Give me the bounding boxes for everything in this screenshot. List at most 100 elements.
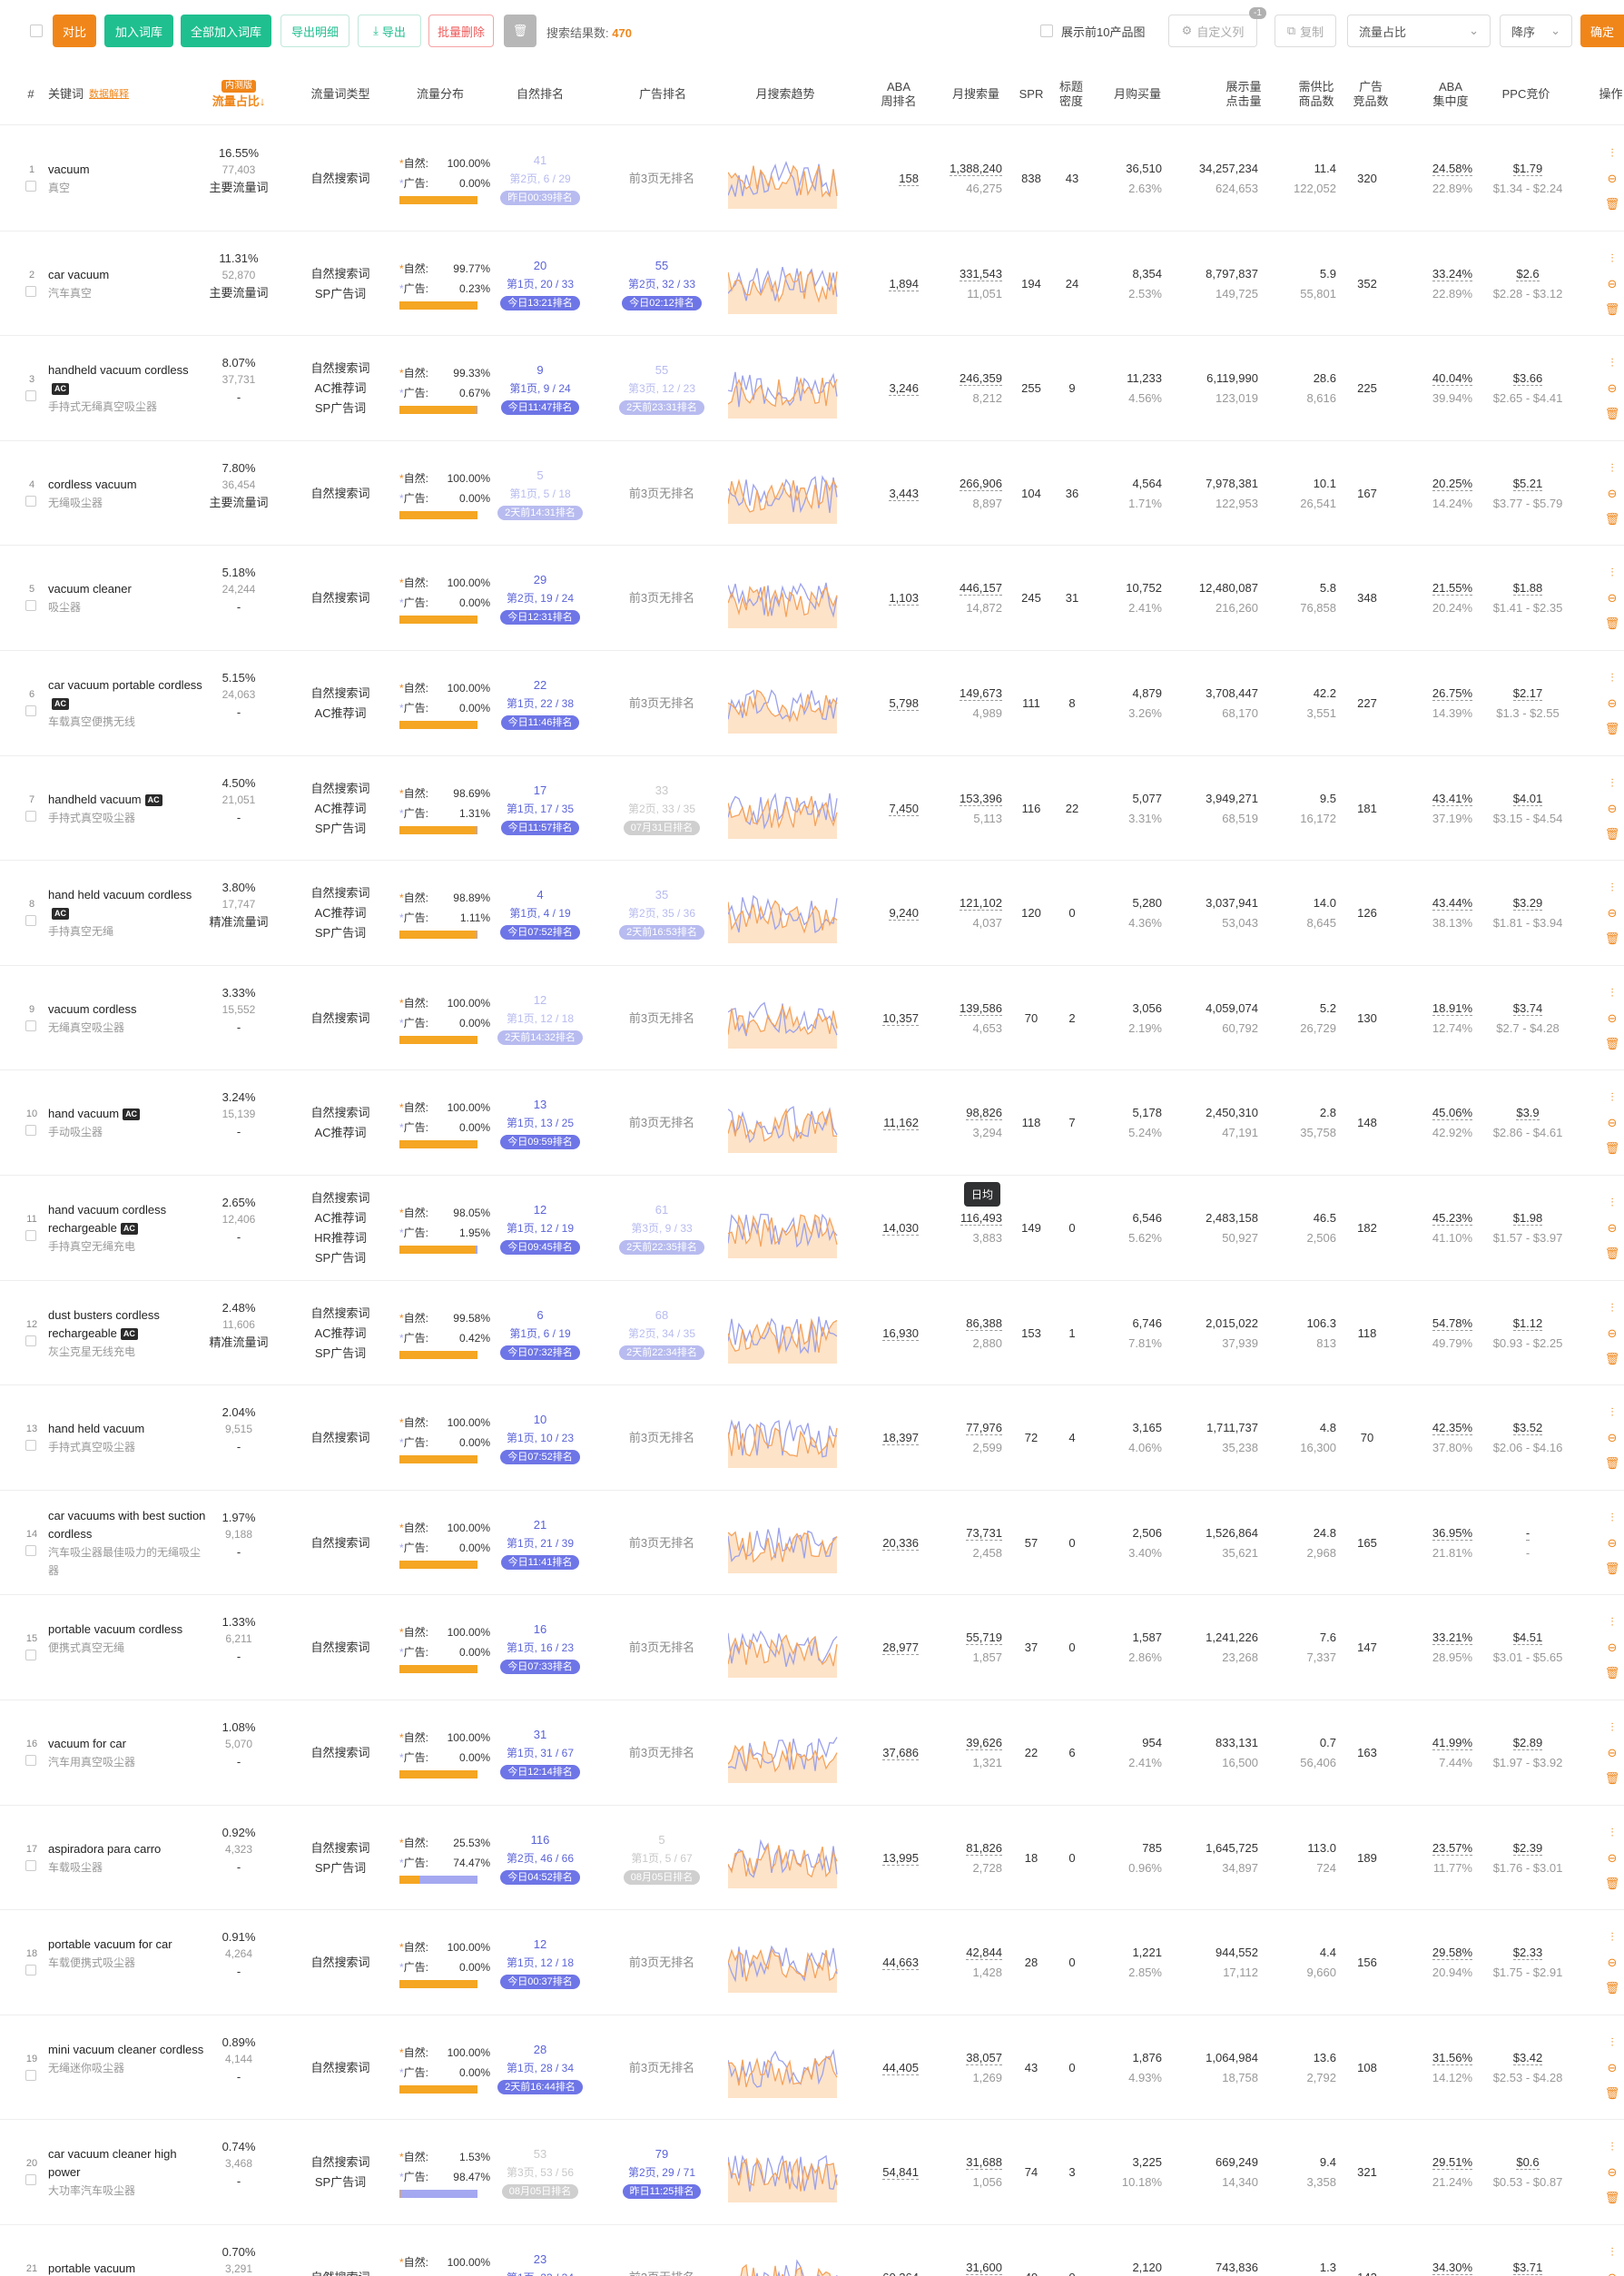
- ad-rank-cell[interactable]: 前3页无排名: [612, 2059, 712, 2077]
- keyword-text[interactable]: portable vacuum for car: [48, 1937, 172, 1952]
- keyword-text[interactable]: handheld vacuum: [48, 792, 142, 806]
- bar-chart-icon[interactable]: ⫶: [1610, 2035, 1614, 2049]
- keyword-cell[interactable]: aspiradora para carro 车载吸尘器: [48, 1840, 208, 1877]
- bar-chart-icon[interactable]: ⫶: [1610, 1196, 1614, 1209]
- more-icon[interactable]: ⊖: [1607, 906, 1618, 921]
- row-checkbox[interactable]: [25, 1020, 36, 1031]
- bar-chart-icon[interactable]: ⫶: [1610, 356, 1614, 370]
- natural-rank-cell[interactable]: 20 第1页, 20 / 33 今日13:21排名: [490, 257, 590, 311]
- copy-button[interactable]: ⧉ 复制: [1275, 15, 1336, 47]
- more-icon[interactable]: ⊖: [1607, 172, 1618, 185]
- select-all-checkbox[interactable]: [30, 25, 43, 37]
- keyword-text[interactable]: hand held vacuum cordless: [48, 888, 192, 902]
- row-checkbox[interactable]: [25, 705, 36, 716]
- more-icon[interactable]: ⊖: [1603, 2265, 1621, 2276]
- trend-sparkline[interactable]: [728, 1933, 839, 1994]
- trash-icon[interactable]: 🗑: [1604, 301, 1620, 316]
- confirm-button[interactable]: 确定: [1580, 15, 1624, 47]
- compare-button[interactable]: 对比: [53, 15, 96, 47]
- trash-icon[interactable]: 🗑: [1604, 1876, 1620, 1890]
- natural-rank-cell[interactable]: 16 第1页, 16 / 23 今日07:33排名: [490, 1621, 590, 1675]
- row-checkbox[interactable]: [25, 390, 36, 402]
- keyword-cell[interactable]: handheld vacuum AC 手持式真空吸尘器: [48, 791, 208, 827]
- row-checkbox[interactable]: [25, 810, 36, 822]
- trend-sparkline[interactable]: [728, 359, 839, 419]
- bar-chart-icon[interactable]: ⫶: [1610, 671, 1614, 685]
- keyword-cell[interactable]: hand held vacuum cordlessAC 手持真空无绳: [48, 886, 208, 941]
- more-icon[interactable]: ⊖: [1607, 1116, 1618, 1130]
- more-icon[interactable]: ⊖: [1607, 1535, 1618, 1550]
- keyword-text[interactable]: hand held vacuum: [48, 1422, 145, 1436]
- natural-rank-cell[interactable]: 9 第1页, 9 / 24 今日11:47排名: [490, 361, 590, 416]
- col-share[interactable]: 内测版 流量占比↓: [204, 64, 273, 125]
- keyword-cell[interactable]: vacuum 真空: [48, 161, 208, 197]
- ad-rank-cell[interactable]: 前3页无排名: [612, 1534, 712, 1552]
- trend-sparkline[interactable]: [728, 989, 839, 1049]
- more-icon[interactable]: ⊖: [1607, 1640, 1618, 1655]
- row-checkbox[interactable]: [25, 181, 36, 192]
- trend-sparkline[interactable]: [728, 1513, 839, 1573]
- row-checkbox[interactable]: [25, 2069, 36, 2081]
- more-icon[interactable]: ⊖: [1607, 1221, 1618, 1235]
- natural-rank-cell[interactable]: 41 第2页, 6 / 29 昨日00:39排名: [490, 152, 590, 206]
- more-icon[interactable]: ⊖: [1607, 696, 1618, 710]
- sort-order-select[interactable]: 降序 ⌄: [1500, 15, 1572, 47]
- ad-rank-cell[interactable]: 前3页无排名: [612, 1744, 712, 1762]
- keyword-cell[interactable]: portable vacuum便携式真空吸尘器: [48, 2260, 208, 2276]
- row-checkbox[interactable]: [25, 1125, 36, 1137]
- trash-icon[interactable]: 🗑: [1604, 1561, 1620, 1575]
- data-explain-link[interactable]: 数据解释: [89, 89, 130, 100]
- trend-sparkline[interactable]: [728, 1304, 839, 1364]
- keyword-cell[interactable]: vacuum cordless 无绳真空吸尘器: [48, 1000, 208, 1037]
- more-icon[interactable]: ⊖: [1607, 276, 1618, 291]
- ad-rank-cell[interactable]: 前3页无排名: [612, 1429, 712, 1447]
- bar-chart-icon[interactable]: ⫶: [1610, 1090, 1614, 1105]
- more-icon[interactable]: ⊖: [1607, 1325, 1618, 1340]
- keyword-cell[interactable]: hand vacuum AC 手动吸尘器: [48, 1105, 208, 1141]
- bar-chart-icon[interactable]: ⫶: [1610, 881, 1614, 895]
- bar-chart-icon[interactable]: ⫶: [1610, 985, 1614, 1000]
- row-checkbox[interactable]: [25, 1230, 36, 1241]
- custom-columns-button[interactable]: ⚙ 自定义列: [1168, 15, 1257, 47]
- row-checkbox[interactable]: [25, 1755, 36, 1766]
- trash-icon[interactable]: 🗑: [1604, 1771, 1620, 1785]
- keyword-cell[interactable]: hand held vacuum 手持式真空吸尘器: [48, 1420, 208, 1456]
- bar-chart-icon[interactable]: ⫶: [1610, 1930, 1614, 1945]
- export-button[interactable]: ⤓ 导出: [358, 15, 421, 47]
- ad-rank-cell[interactable]: 61 第3页, 9 / 33 2天前22:35排名: [612, 1201, 712, 1256]
- trash-icon[interactable]: 🗑: [1604, 722, 1620, 735]
- bar-chart-icon[interactable]: ⫶: [1610, 1300, 1614, 1315]
- ad-rank-cell[interactable]: 前3页无排名: [612, 589, 712, 607]
- bar-chart-icon[interactable]: ⫶: [1610, 1615, 1614, 1630]
- ad-rank-cell[interactable]: 前3页无排名: [612, 485, 712, 503]
- sort-field-select[interactable]: 流量占比 ⌄: [1347, 15, 1491, 47]
- row-checkbox[interactable]: [25, 1440, 36, 1452]
- natural-rank-cell[interactable]: 53 第3页, 53 / 56 08月05日排名: [490, 2145, 590, 2200]
- ad-rank-cell[interactable]: 55 第2页, 32 / 33 今日02:12排名: [612, 257, 712, 311]
- bar-chart-icon[interactable]: ⫶: [1610, 146, 1614, 160]
- ad-rank-cell[interactable]: 5 第1页, 5 / 67 08月05日排名: [612, 1831, 712, 1886]
- trash-icon[interactable]: 🗑: [1604, 1666, 1620, 1680]
- ad-rank-cell[interactable]: 前3页无排名: [612, 2269, 712, 2276]
- keyword-text[interactable]: mini vacuum cleaner cordless: [48, 2042, 204, 2056]
- ad-rank-cell[interactable]: 35 第2页, 35 / 36 2天前16:53排名: [612, 886, 712, 941]
- bar-chart-icon[interactable]: ⫶: [1610, 1825, 1614, 1839]
- ad-rank-cell[interactable]: 前3页无排名: [612, 1639, 712, 1657]
- keyword-text[interactable]: vacuum cordless: [48, 1001, 137, 1016]
- more-icon[interactable]: ⊖: [1607, 1010, 1618, 1025]
- bar-chart-icon[interactable]: ⫶: [1610, 775, 1614, 790]
- bar-chart-icon[interactable]: ⫶: [1610, 460, 1614, 475]
- trash-icon[interactable]: 🗑: [1604, 2085, 1620, 2100]
- trash-icon[interactable]: 🗑: [1604, 1036, 1620, 1050]
- trend-sparkline[interactable]: [728, 254, 839, 314]
- keyword-cell[interactable]: portable vacuum cordless 便携式真空无绳: [48, 1621, 208, 1657]
- more-icon[interactable]: ⊖: [1607, 1956, 1618, 1970]
- trend-sparkline[interactable]: [728, 149, 839, 209]
- keyword-text[interactable]: dust busters cordless rechargeable: [48, 1307, 160, 1340]
- keyword-cell[interactable]: handheld vacuum cordlessAC 手持式无绳真空吸尘器: [48, 361, 208, 416]
- natural-rank-cell[interactable]: 5 第1页, 5 / 18 2天前14:31排名: [490, 467, 590, 521]
- trash-icon[interactable]: 🗑: [1604, 931, 1620, 946]
- row-checkbox[interactable]: [25, 1335, 36, 1346]
- row-checkbox[interactable]: [25, 1544, 36, 1556]
- ad-rank-cell[interactable]: 前3页无排名: [612, 695, 712, 713]
